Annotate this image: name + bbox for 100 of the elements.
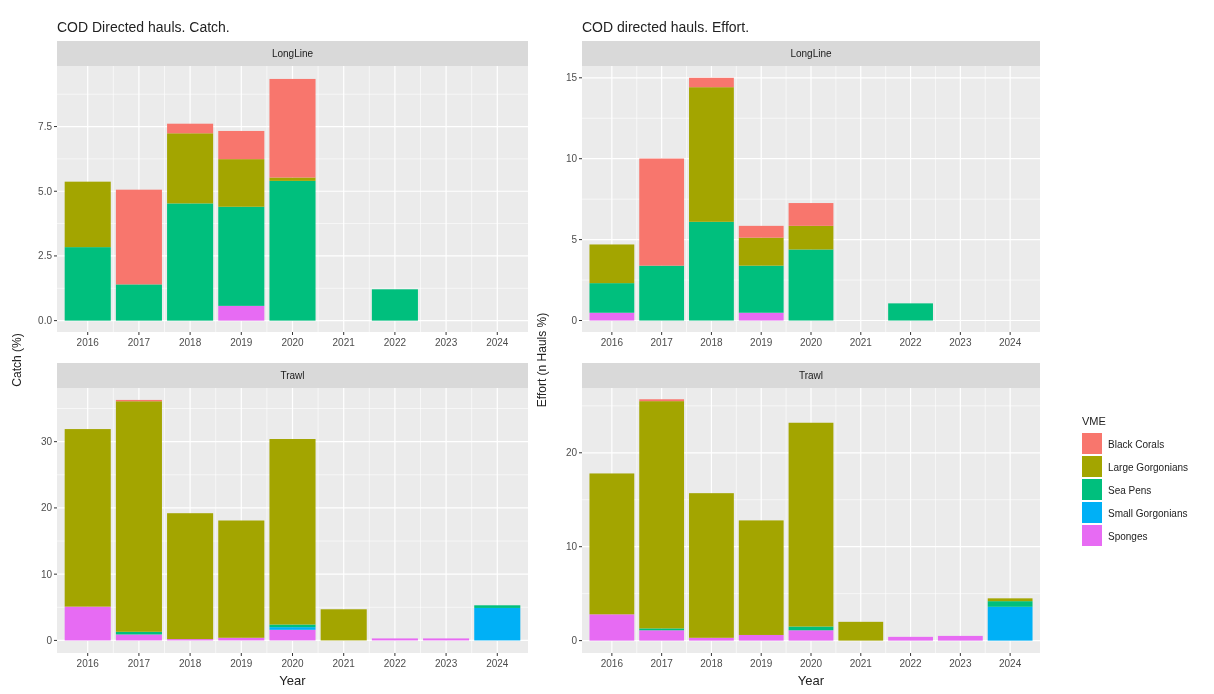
y-tick-label: 10 [565, 541, 578, 553]
bar [888, 636, 933, 641]
bar [589, 283, 635, 313]
bar [269, 180, 316, 321]
x-tick-label: 2017 [127, 658, 151, 669]
bar [371, 289, 418, 321]
bar [115, 401, 162, 632]
bar [64, 429, 111, 607]
x-tick-label: 2017 [650, 337, 674, 348]
x-tick-label: 2022 [383, 337, 407, 348]
bar [689, 77, 734, 88]
bar [269, 629, 316, 641]
bar [788, 225, 834, 250]
x-tick-label: 2021 [849, 337, 873, 348]
chart-title: COD directed hauls. Effort. [582, 19, 750, 35]
y-tick-label: 20 [40, 502, 53, 514]
bar [167, 133, 214, 204]
x-tick-label: 2016 [76, 337, 100, 348]
chart-subtitle: LongLine [790, 48, 833, 59]
bar [738, 225, 784, 238]
legend-label: Sea Pens [1108, 484, 1152, 496]
chart-subtitle: Trawl [798, 370, 824, 381]
legend-label: Sponges [1108, 530, 1148, 542]
x-tick-label: 2023 [949, 658, 972, 669]
x-tick-label: 2022 [899, 337, 923, 348]
bar [218, 159, 265, 207]
bar [689, 87, 734, 222]
x-tick-label: 2024 [999, 337, 1022, 348]
y-tick-label: 10 [565, 153, 578, 165]
bar [888, 303, 933, 321]
x-tick-label: 2019 [750, 658, 773, 669]
x-tick-label: 2018 [178, 658, 202, 669]
bar [115, 284, 162, 321]
chart-subtitle: Trawl [280, 370, 305, 381]
bar [589, 473, 635, 615]
bar [987, 606, 1033, 641]
bar [167, 203, 214, 321]
bar [64, 606, 111, 641]
x-tick-label: 2016 [600, 658, 624, 669]
y-tick-label: 30 [40, 436, 53, 448]
bar [639, 630, 685, 641]
bar [639, 158, 685, 266]
bar [738, 312, 784, 321]
x-axis-title: Year [279, 673, 307, 688]
bar [689, 637, 734, 641]
y-tick-label: 0 [571, 635, 578, 647]
bar [269, 177, 316, 181]
bar [589, 614, 635, 641]
bar [738, 265, 784, 313]
y-tick-label: 2.5 [38, 250, 53, 262]
y-tick-label: 7.5 [38, 121, 53, 133]
bar [738, 634, 784, 641]
bar [987, 601, 1033, 607]
legend-label: Small Gorgonians [1108, 507, 1188, 519]
x-tick-label: 2018 [700, 337, 723, 348]
x-tick-label: 2022 [899, 658, 923, 669]
x-tick-label: 2023 [434, 337, 458, 348]
x-tick-label: 2022 [383, 658, 407, 669]
x-tick-label: 2017 [127, 337, 151, 348]
bar [269, 439, 316, 625]
x-axis-title: Year [797, 673, 825, 688]
x-tick-label: 2016 [600, 337, 624, 348]
bar [320, 609, 367, 641]
y-tick-label: 5.0 [38, 185, 53, 197]
bar [738, 237, 784, 266]
y-tick-label: 0 [571, 315, 578, 327]
y-tick-label: 0 [46, 634, 53, 646]
bar [639, 401, 685, 629]
x-tick-label: 2023 [949, 337, 972, 348]
bar [218, 305, 265, 321]
bar [937, 635, 983, 641]
x-tick-label: 2020 [281, 337, 305, 348]
x-tick-label: 2020 [281, 658, 305, 669]
x-tick-label: 2021 [849, 658, 873, 669]
x-tick-label: 2021 [332, 658, 356, 669]
bar [689, 493, 734, 638]
x-tick-label: 2018 [178, 337, 202, 348]
bar [639, 265, 685, 321]
chart-title: COD Directed hauls. Catch. [57, 19, 230, 35]
bar [788, 422, 834, 627]
x-tick-label: 2016 [76, 658, 100, 669]
chart-subtitle: LongLine [271, 48, 314, 59]
x-tick-label: 2021 [332, 337, 356, 348]
y-tick-label: 15 [565, 72, 578, 84]
bar [589, 244, 635, 284]
bar [218, 520, 265, 638]
y-tick-label: 0.0 [38, 315, 53, 327]
bar [987, 598, 1033, 602]
x-tick-label: 2019 [750, 337, 773, 348]
bar [64, 181, 111, 248]
bar [167, 123, 214, 134]
y-axis-title: Effort (n Hauls %) [535, 312, 549, 408]
bar [167, 513, 214, 640]
bar [838, 621, 884, 641]
bar [788, 630, 834, 641]
bar [269, 78, 316, 178]
y-tick-label: 20 [565, 447, 578, 459]
bar [218, 130, 265, 160]
bar [788, 203, 834, 226]
x-tick-label: 2020 [799, 337, 823, 348]
